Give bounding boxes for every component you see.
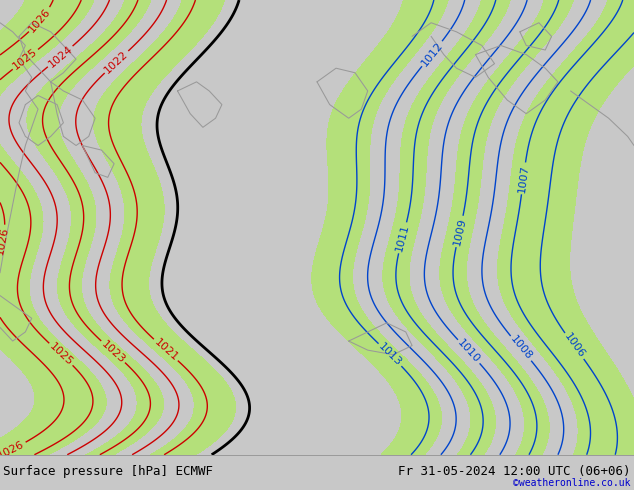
- Text: 1025: 1025: [11, 47, 39, 72]
- Text: 1025: 1025: [48, 341, 75, 368]
- Text: Surface pressure [hPa] ECMWF: Surface pressure [hPa] ECMWF: [3, 465, 213, 478]
- Text: 1022: 1022: [103, 49, 130, 75]
- Text: 1021: 1021: [152, 337, 179, 363]
- Text: Fr 31-05-2024 12:00 UTC (06+06): Fr 31-05-2024 12:00 UTC (06+06): [398, 465, 631, 478]
- Text: 1007: 1007: [517, 164, 530, 193]
- Text: ©weatheronline.co.uk: ©weatheronline.co.uk: [514, 478, 631, 488]
- Text: 1026: 1026: [27, 6, 53, 34]
- Text: 1026: 1026: [0, 226, 10, 255]
- Text: 1011: 1011: [394, 223, 411, 253]
- Text: 1024: 1024: [46, 44, 74, 70]
- Text: 1008: 1008: [508, 334, 534, 363]
- Text: 1006: 1006: [562, 332, 586, 360]
- Text: 1013: 1013: [377, 342, 404, 368]
- Text: 1010: 1010: [456, 338, 482, 365]
- Text: 1012: 1012: [420, 40, 445, 68]
- Text: 1023: 1023: [100, 339, 127, 365]
- Text: 1009: 1009: [451, 217, 467, 246]
- Text: 1026: 1026: [0, 439, 26, 461]
